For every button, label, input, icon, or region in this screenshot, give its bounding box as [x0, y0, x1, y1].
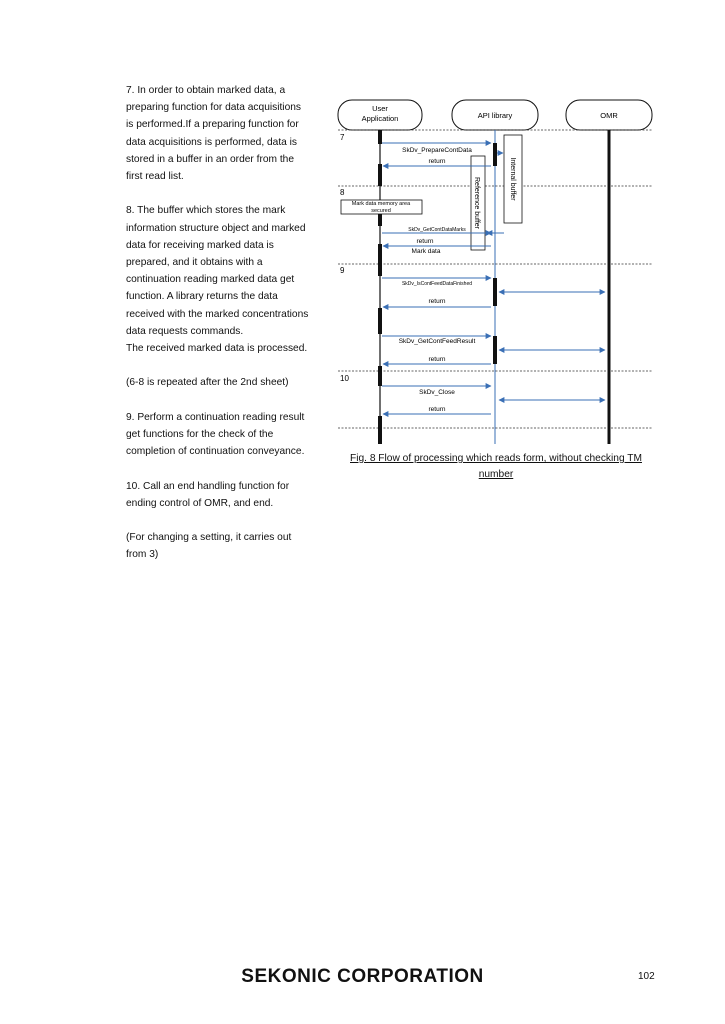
- step-label-7: 7: [340, 133, 345, 142]
- paragraph-setting-note: (For changing a setting, it carries out …: [126, 532, 292, 561]
- actor-user-label: User Application: [362, 104, 399, 123]
- paragraph-step-7: 7. In order to obtain marked data, a pre…: [126, 85, 301, 183]
- step-label-8: 8: [340, 188, 345, 197]
- msg-feedresult-label: SkDv_GetContFeedResult: [399, 338, 476, 345]
- paragraph-step-8: 8. The buffer which stores the mark info…: [126, 205, 309, 337]
- internal-buffer-box: [503, 134, 523, 224]
- paragraph-step-9: 9. Perform a continuation reading result…: [126, 411, 305, 458]
- paragraph-step-8-processing: The received marked data is processed.: [126, 343, 308, 355]
- msg-prepare-label: SkDv_PrepareContData: [402, 147, 472, 154]
- msg-return2-label: return: [417, 238, 434, 245]
- msg-return3-label: return: [429, 298, 446, 305]
- api-activations: [493, 143, 497, 364]
- msg-markdata-label: Mark data: [412, 248, 441, 255]
- paragraph-repeat-note: (6-8 is repeated after the 2nd sheet): [126, 377, 289, 389]
- msg-isfinished-label: SkDv_IsContFeedDataFinished: [402, 281, 472, 287]
- sequence-diagram: User Application API library OMR 7 8 9 10…: [337, 99, 653, 444]
- step-label-9: 9: [340, 266, 345, 275]
- internal-buffer-label: Internal buffer: [509, 157, 516, 201]
- figure-caption: Fig. 8 Flow of processing which reads fo…: [338, 451, 654, 483]
- body-text: 7. In order to obtain marked data, a pre…: [126, 82, 331, 581]
- footer-company-name: SEKONIC CORPORATION: [241, 966, 484, 987]
- memory-area-label: Mark data memory area secured: [352, 201, 411, 214]
- reference-buffer-box: [470, 155, 486, 251]
- actor-api-label: API library: [478, 111, 513, 120]
- memory-area-box: [340, 199, 423, 215]
- msg-return5-label: return: [429, 406, 446, 413]
- paragraph-step-10: 10. Call an end handling function for en…: [126, 480, 290, 509]
- msg-return4-label: return: [429, 356, 446, 363]
- actor-omr-label: OMR: [600, 111, 618, 120]
- reference-buffer-label: Reference buffer: [473, 177, 480, 230]
- caption-line-1: Fig. 8 Flow of processing which reads fo…: [350, 453, 642, 464]
- step-label-10: 10: [340, 374, 349, 383]
- user-activations: [378, 130, 382, 444]
- page-number: 102: [638, 971, 655, 982]
- msg-close-label: SkDv_Close: [419, 389, 455, 396]
- msg-getmarks-label: SkDv_GetContDataMarks: [408, 227, 466, 233]
- caption-line-2: number: [478, 469, 514, 480]
- msg-return1-label: return: [429, 158, 446, 165]
